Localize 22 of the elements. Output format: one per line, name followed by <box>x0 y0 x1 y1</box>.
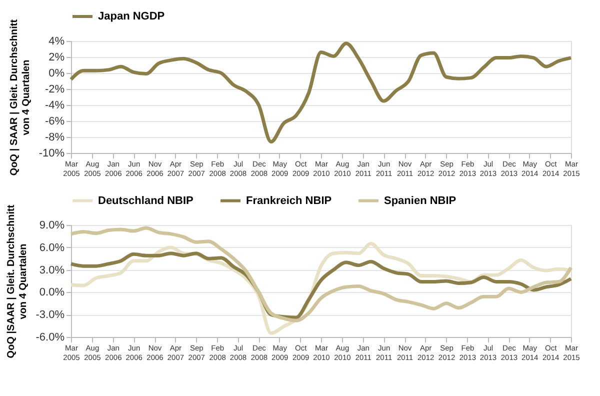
legend-label: Frankreich NBIP <box>246 194 332 207</box>
line-series <box>69 42 573 144</box>
y-tick-label: 0.0% <box>39 286 65 299</box>
line-series <box>69 226 573 322</box>
y-tick-label: 6.0% <box>39 242 65 254</box>
y-tick-label: -3.0% <box>36 309 65 322</box>
y-axis-title: QoQ | SAAR | Gleit. Durchschnitt von 4 Quartalen <box>8 18 32 176</box>
y-tick-label: -10% <box>38 148 65 160</box>
legend-label: Spanien NBIP <box>384 194 456 207</box>
y-tick-label: -4% <box>44 100 65 112</box>
y-tick-label: -6.0% <box>36 332 65 344</box>
y-tick-label: -2% <box>44 84 65 96</box>
y-tick-label: -8% <box>44 132 65 144</box>
y-tick-label: 3.0% <box>39 264 65 276</box>
y-tick-label: 4% <box>48 36 65 48</box>
y-tick-label: 0% <box>48 68 65 80</box>
y-tick-label: -6% <box>44 116 65 128</box>
y-tick-label: 9.0% <box>39 220 65 232</box>
y-axis-title: QoQ |SAAR | Gleit. Durchschnitt von 4 Quartalen <box>6 204 29 358</box>
legend-label: Japan NGDP <box>98 10 165 22</box>
legend-label: Deutschland NBIP <box>98 194 194 207</box>
y-tick-label: 2% <box>48 52 65 64</box>
